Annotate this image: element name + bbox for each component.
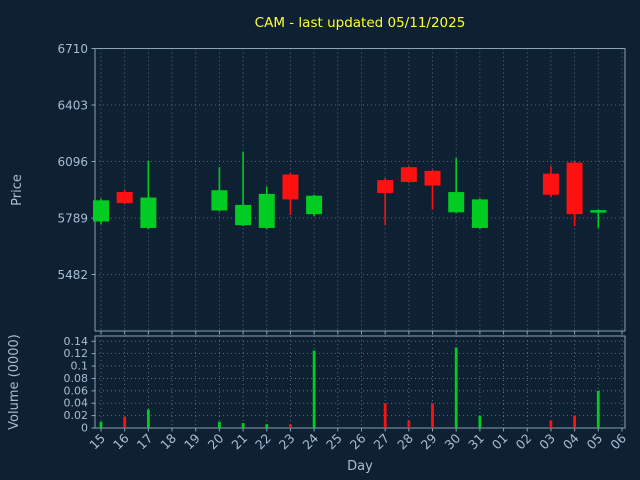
volume-bar: [431, 403, 434, 428]
price-tick-label: 5482: [57, 268, 88, 282]
candle-body: [93, 200, 109, 222]
candle-body: [211, 190, 228, 211]
candle-body: [377, 180, 394, 193]
volume-bar: [289, 424, 292, 428]
price-axis-label: Price: [10, 174, 25, 206]
volume-bar: [146, 409, 150, 428]
candle-body: [116, 192, 133, 204]
candle-body: [448, 192, 465, 213]
volume-bar: [596, 390, 600, 428]
volume-axis-label: Volume (0000): [7, 334, 22, 430]
volume-tick-label: 0: [81, 422, 88, 435]
candle-body: [424, 170, 441, 186]
volume-bar: [99, 421, 103, 428]
price-panel-border: [94, 48, 626, 332]
volume-bar: [407, 420, 411, 428]
volume-panel-border: [94, 335, 626, 429]
plot-area: 15 16 17 18 19 20 21 22 23 24 25 26 27 28 29 30 31 01 02 03…: [57, 42, 629, 452]
price-tick-label: 6096: [57, 155, 88, 169]
x-axis-label: Day: [347, 459, 373, 474]
volume-tick-label: 0.04: [64, 397, 89, 410]
volume-bar: [573, 415, 576, 428]
candle-body: [140, 197, 157, 228]
volume-tick-label: 0.06: [64, 384, 89, 397]
candle-body: [400, 167, 417, 182]
candle-body: [542, 173, 559, 195]
volume-bar: [123, 416, 127, 428]
price-tick-label: 5789: [57, 212, 88, 226]
volume-tick-label: 0.12: [64, 347, 89, 360]
candle-body: [566, 162, 583, 215]
volume-bar: [218, 421, 221, 428]
volume-tick-label: 0.08: [64, 372, 89, 385]
candle-body: [258, 193, 275, 228]
chart-title: CAM - last updated 05/11/2025: [255, 15, 466, 31]
price-tick-label: 6710: [57, 42, 88, 56]
volume-bar: [549, 420, 553, 428]
price-tick-label: 6403: [57, 99, 88, 113]
candle-body: [590, 210, 607, 213]
volume-tick-label: 0.02: [64, 409, 89, 422]
volume-bar: [454, 347, 458, 428]
volume-bar: [241, 423, 245, 428]
volume-bar: [312, 350, 316, 428]
candle-body: [306, 195, 323, 215]
candle-body: [282, 174, 299, 200]
candle-body: [235, 204, 252, 226]
volume-bar: [383, 403, 387, 428]
volume-tick-label: 0.14: [64, 335, 89, 348]
candle-body: [471, 199, 488, 228]
volume-bar: [478, 415, 482, 428]
volume-tick-label: 0.1: [71, 360, 89, 373]
volume-bar: [265, 424, 269, 428]
